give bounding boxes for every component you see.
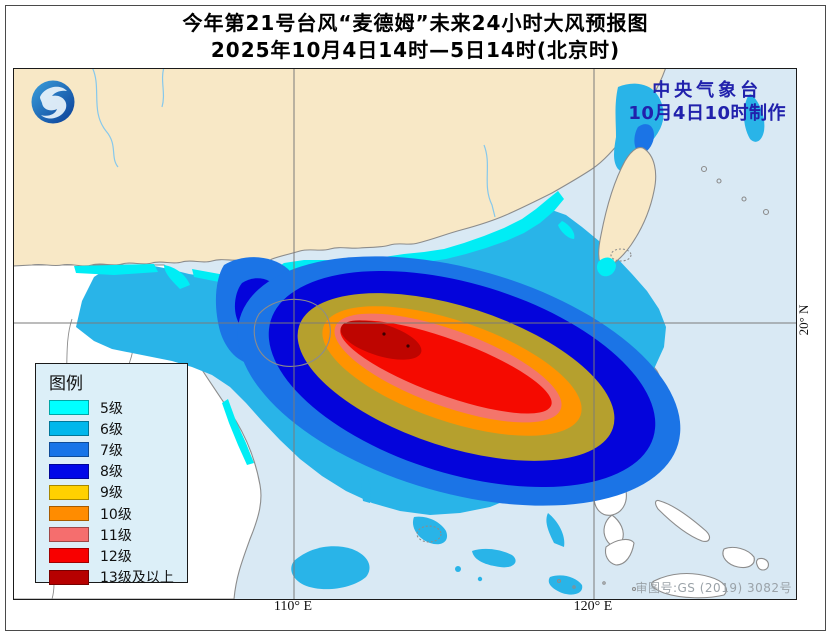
hainan-outline [253,298,331,367]
pratas-outline [610,248,632,262]
mindoro-island [655,499,711,542]
map-approval-number: 审图号:GS (2019) 3082号 [635,581,792,595]
legend-swatch-13 [49,569,89,585]
graticule [14,69,796,599]
legend-label-9: 9级 [100,485,123,502]
legend-swatch-6 [49,421,89,437]
legend-label-12: 12级 [100,548,132,565]
legend-item: 12级 [49,545,187,566]
philippine-island-east [722,546,755,569]
wind-taiwan-tip-level5 [596,257,616,277]
legend-label-13: 13级及以上 [100,570,174,587]
legend-swatch-10 [49,506,89,522]
legend-label-5: 5级 [100,400,123,417]
legend-label-10: 10级 [100,506,132,523]
wind-patch-northeast-sliver [743,94,765,142]
philippine-island-triangle [604,538,635,566]
legend-swatch-8 [49,463,89,479]
map-title: 今年第21号台风“麦德姆”未来24小时大风预报图 2025年10月4日14时—5… [0,10,831,64]
philippine-island-south [651,572,727,599]
island-outlines [253,165,770,592]
cma-logo [31,80,75,124]
typhoon-center-mark [382,332,410,348]
wind-area-level5 [74,191,575,465]
legend-label-7: 7级 [100,442,123,459]
legend-swatch-9 [49,484,89,500]
legend-item: 7级 [49,439,187,460]
provenance-block: 中央气象台 10月4日10时制作 [628,79,786,125]
lat-label-20n: 20° N [796,304,811,336]
legend-item: 13级及以上 [49,567,187,588]
legend-item: 5级 [49,397,187,418]
legend-item: 8级 [49,461,187,482]
legend-item: 6级 [49,418,187,439]
title-line-1: 今年第21号台风“麦德姆”未来24小时大风预报图 [182,11,649,35]
wind-taiwan-north-level7 [634,124,654,154]
legend-label-6: 6级 [100,421,123,438]
title-line-2: 2025年10月4日14时—5日14时(北京时) [210,38,621,62]
legend-item: 10级 [49,503,187,524]
philippine-island-small [755,557,769,571]
legend-swatch-12 [49,548,89,564]
legend-item: 11级 [49,524,187,545]
map-canvas [14,69,796,599]
lon-label-120e: 120° E [573,599,613,614]
legend-label-11: 11级 [100,527,132,544]
agency-name: 中央气象台 [652,80,763,101]
legend-swatch-7 [49,442,89,458]
legend-box: 图例 5级 6级 7级 8级 9级 10级 11级 12级 13级及以上 [35,363,188,586]
legend-swatch-11 [49,527,89,543]
issue-time: 10月4日10时制作 [628,103,786,124]
reef-outline [416,525,442,543]
legend-item: 9级 [49,482,187,503]
china-land [14,69,666,292]
legend-swatch-5 [49,400,89,416]
lon-label-110e: 110° E [273,599,313,614]
legend-title: 图例 [49,374,83,394]
legend-label-8: 8级 [100,464,123,481]
forecast-map: 中央气象台 10月4日10时制作 审图号:GS (2019) 3082号 [13,68,797,600]
wind-area-level13 [340,320,422,360]
